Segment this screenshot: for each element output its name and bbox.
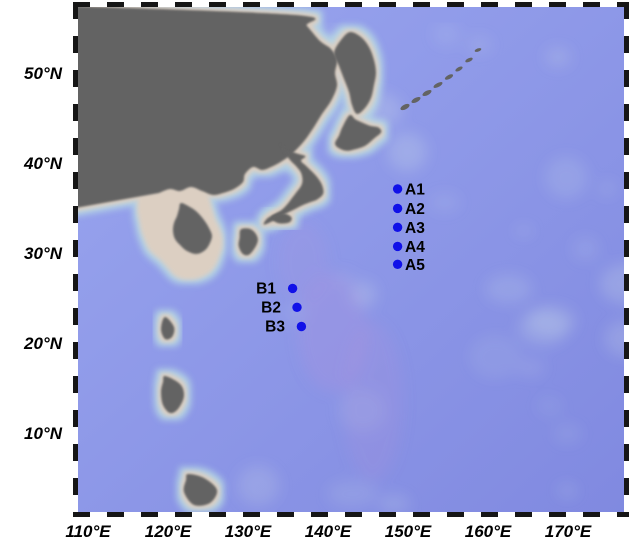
svg-text:A3: A3 <box>405 220 425 237</box>
svg-text:B1: B1 <box>256 280 276 297</box>
svg-text:B3: B3 <box>265 319 285 336</box>
svg-text:A4: A4 <box>405 239 425 256</box>
svg-text:B2: B2 <box>261 299 281 316</box>
svg-text:A1: A1 <box>405 181 425 198</box>
svg-text:A2: A2 <box>405 201 425 218</box>
svg-text:A5: A5 <box>405 257 425 274</box>
